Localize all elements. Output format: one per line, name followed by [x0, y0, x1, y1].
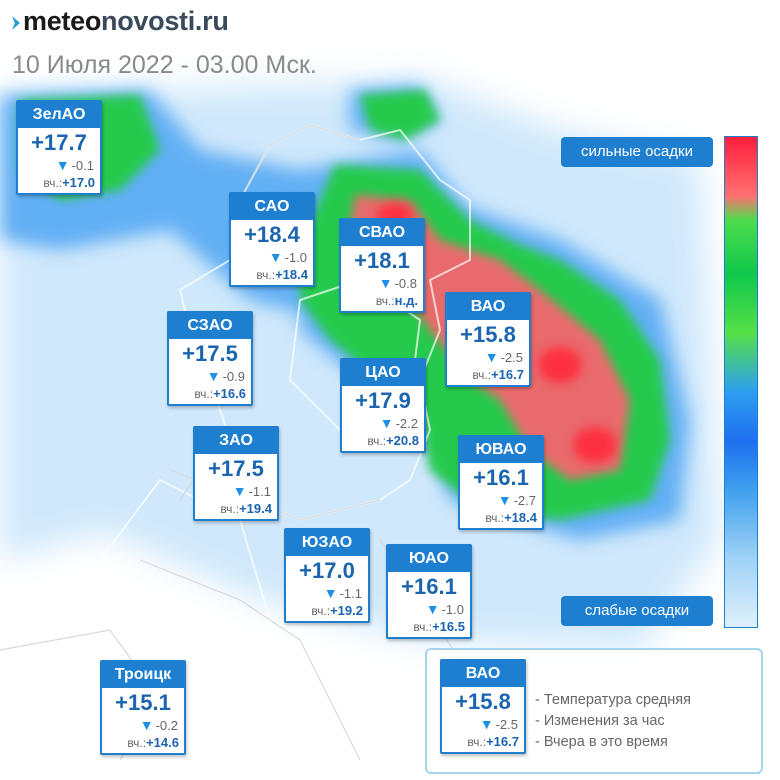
district-name: ЦАО [342, 360, 424, 386]
down-triangle-icon: ▼ [232, 483, 247, 499]
district-name: ВАО [447, 294, 529, 320]
district-temperature: +17.9 [355, 388, 411, 413]
district-change: ▼ -1.0 [268, 249, 307, 265]
district-yesterday: вч.:+19.4 [220, 501, 272, 516]
district-change: ▼ -0.1 [55, 157, 94, 173]
down-triangle-icon: ▼ [139, 717, 154, 733]
down-triangle-icon: ▼ [206, 368, 221, 384]
district-card-yuvao[interactable]: ЮВАО +16.1 ▼ -2.7 вч.:+18.4 [458, 435, 544, 530]
precipitation-color-scale [724, 136, 758, 628]
district-change: ▼ -2.5 [484, 349, 523, 365]
legend-example-temperature: +15.8 [455, 689, 511, 714]
down-triangle-icon: ▼ [268, 249, 283, 265]
down-triangle-icon: ▼ [425, 601, 440, 617]
district-yesterday: вч.:+18.4 [256, 267, 308, 282]
district-temperature: +16.1 [401, 574, 457, 599]
district-card-vao[interactable]: ВАО +15.8 ▼ -2.5 вч.:+16.7 [445, 292, 531, 387]
district-yesterday: вч.:+16.5 [413, 619, 465, 634]
legend-line-change: - Изменения за час [535, 713, 665, 729]
district-temperature: +17.7 [31, 130, 87, 155]
district-change: ▼ -2.7 [497, 492, 536, 508]
district-temperature: +17.5 [208, 456, 264, 481]
district-temperature: +16.1 [473, 465, 529, 490]
logo-mark-icon [12, 16, 20, 30]
down-triangle-icon: ▼ [497, 492, 512, 508]
district-change: ▼ -0.2 [139, 717, 178, 733]
district-change: ▼ -0.9 [206, 368, 245, 384]
district-name: САО [231, 194, 313, 220]
district-temperature: +15.8 [460, 322, 516, 347]
district-card-troitsk[interactable]: Троицк +15.1 ▼ -0.2 вч.:+14.6 [100, 660, 186, 755]
district-yesterday: вч.:+14.6 [127, 735, 179, 750]
legend-line-temperature: - Температура средняя [535, 692, 691, 708]
district-card-cao[interactable]: ЦАО +17.9 ▼ -2.2 вч.:+20.8 [340, 358, 426, 453]
district-card-yuao[interactable]: ЮАО +16.1 ▼ -1.0 вч.:+16.5 [386, 544, 472, 639]
district-name: ЗелАО [18, 102, 100, 128]
logo-text-meteo: meteo [23, 6, 102, 36]
district-name: СЗАО [169, 313, 251, 339]
district-change: ▼ -2.2 [379, 415, 418, 431]
district-name: СВАО [341, 220, 423, 246]
district-card-svao[interactable]: СВАО +18.1 ▼ -0.8 вч.:н.д. [339, 218, 425, 313]
light-precipitation-label: слабые осадки [561, 596, 713, 626]
district-temperature: +18.1 [354, 248, 410, 273]
district-temperature: +17.0 [299, 558, 355, 583]
site-logo[interactable]: meteonovosti.ru [12, 6, 229, 37]
district-name: ЗАО [195, 428, 277, 454]
legend-example-yesterday: вч.:+16.7 [467, 734, 519, 749]
district-yesterday: вч.:+16.7 [472, 367, 524, 382]
district-yesterday: вч.:+16.6 [194, 386, 246, 401]
district-change: ▼ -0.8 [378, 275, 417, 291]
district-name: ЮВАО [460, 437, 542, 463]
down-triangle-icon: ▼ [484, 349, 499, 365]
district-temperature: +18.4 [244, 222, 300, 247]
down-triangle-icon: ▼ [379, 415, 394, 431]
district-card-zao[interactable]: ЗАО +17.5 ▼ -1.1 вч.:+19.4 [193, 426, 279, 521]
district-yesterday: вч.:+20.8 [367, 433, 419, 448]
district-yesterday: вч.:н.д. [375, 293, 418, 308]
district-yesterday: вч.:+17.0 [43, 175, 95, 190]
district-yesterday: вч.:+18.4 [485, 510, 537, 525]
legend-example-change: ▼ -2.5 [479, 716, 518, 732]
down-triangle-icon: ▼ [323, 585, 338, 601]
district-change: ▼ -1.1 [323, 585, 362, 601]
district-name: ЮАО [388, 546, 470, 572]
down-triangle-icon: ▼ [479, 716, 494, 732]
district-change: ▼ -1.0 [425, 601, 464, 617]
map-subtitle: 10 Июля 2022 - 03.00 Мск. [12, 51, 317, 79]
district-card-zelao[interactable]: ЗелАО +17.7 ▼ -0.1 вч.:+17.0 [16, 100, 102, 195]
district-card-sao[interactable]: САО +18.4 ▼ -1.0 вч.:+18.4 [229, 192, 315, 287]
legend-example-name: ВАО [442, 661, 524, 687]
district-name: Троицк [102, 662, 184, 688]
district-change: ▼ -1.1 [232, 483, 271, 499]
district-temperature: +17.5 [182, 341, 238, 366]
district-card-yuzao[interactable]: ЮЗАО +17.0 ▼ -1.1 вч.:+19.2 [284, 528, 370, 623]
legend-example-card: ВАО +15.8 ▼ -2.5 вч.:+16.7 [440, 659, 526, 754]
down-triangle-icon: ▼ [378, 275, 393, 291]
district-card-szao[interactable]: СЗАО +17.5 ▼ -0.9 вч.:+16.6 [167, 311, 253, 406]
legend-explanations: - Температура средняя - Изменения за час… [535, 690, 691, 753]
district-temperature: +15.1 [115, 690, 171, 715]
district-yesterday: вч.:+19.2 [311, 603, 363, 618]
heavy-precipitation-label: сильные осадки [561, 137, 713, 167]
district-name: ЮЗАО [286, 530, 368, 556]
legend-line-yesterday: - Вчера в это время [535, 734, 668, 750]
down-triangle-icon: ▼ [55, 157, 70, 173]
logo-text-novosti: novosti.ru [101, 6, 229, 36]
